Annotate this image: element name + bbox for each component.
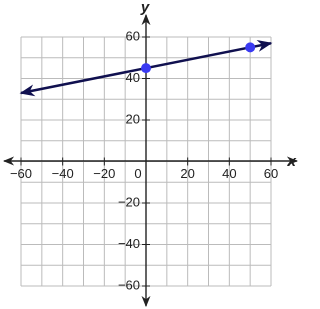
- x-tick-label: −20: [93, 166, 115, 181]
- x-tick-label: −40: [52, 166, 74, 181]
- y-tick-label: −60: [118, 277, 140, 292]
- x-tick-label: 60: [264, 166, 278, 181]
- y-tick-label: 20: [126, 111, 140, 126]
- y-tick-label: −40: [118, 236, 140, 251]
- x-tick-label: 0: [134, 166, 141, 181]
- y-tick-label: −20: [118, 194, 140, 209]
- y-axis-label: y: [140, 0, 150, 16]
- x-axis-label: x: [287, 153, 297, 170]
- y-tick-label: 60: [126, 28, 140, 43]
- point: [141, 63, 151, 74]
- x-tick-label: 20: [180, 166, 194, 181]
- x-tick-label: 40: [222, 166, 236, 181]
- x-tick-label: −60: [10, 166, 32, 181]
- point: [245, 42, 256, 53]
